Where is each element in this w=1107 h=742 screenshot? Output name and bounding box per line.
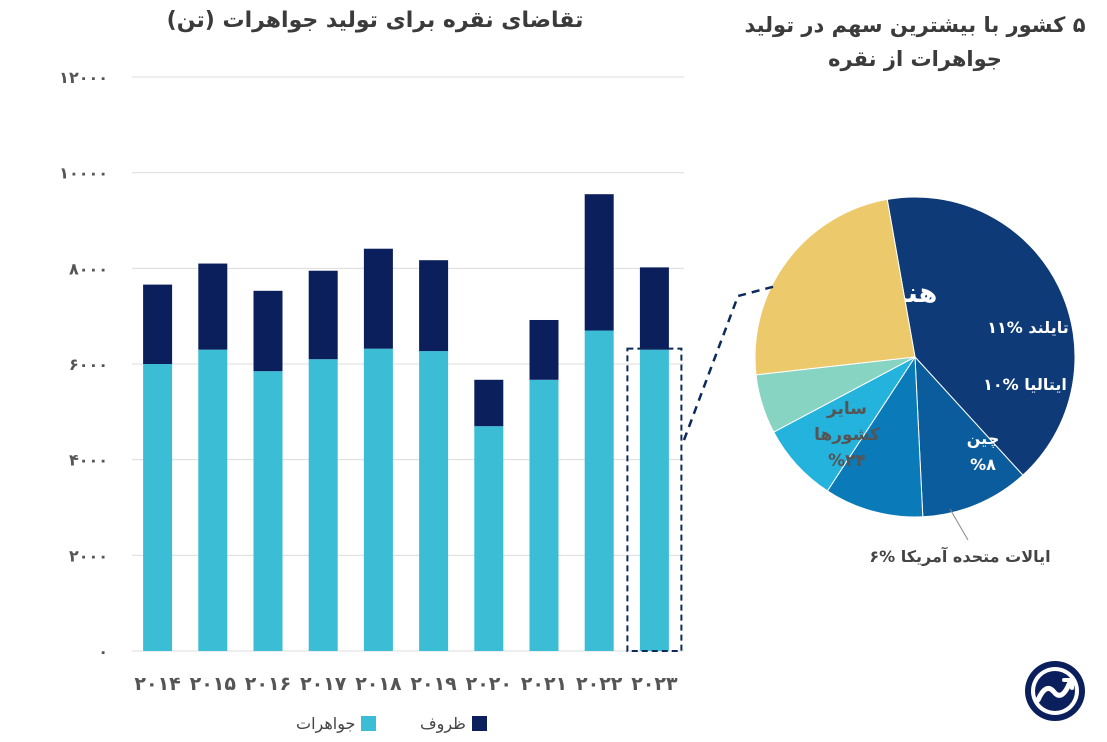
y-tick-label: ۲۰۰۰ bbox=[69, 546, 108, 565]
pie-label: %۸ bbox=[970, 455, 996, 474]
brand-logo-icon bbox=[1025, 661, 1085, 721]
bar-jewelry bbox=[529, 379, 559, 651]
legend-item-silverware[interactable]: ظروف bbox=[420, 714, 487, 733]
bar-silverware bbox=[198, 263, 228, 350]
bar-silverware bbox=[474, 379, 504, 427]
y-tick-label: ۱۲۰۰۰ bbox=[59, 68, 108, 87]
pie-slice bbox=[754, 198, 916, 376]
y-tick-label: ۰ bbox=[98, 642, 108, 661]
bar-silverware bbox=[363, 248, 393, 349]
bar-silverware bbox=[529, 319, 559, 380]
x-tick-label: ۲۰۱۷ bbox=[300, 673, 347, 695]
x-tick-label: ۲۰۲۳ bbox=[631, 673, 678, 695]
y-tick-label: ۴۰۰۰ bbox=[69, 451, 108, 470]
pie-label: کشورها bbox=[814, 425, 880, 445]
x-tick-label: ۲۰۱۴ bbox=[134, 673, 180, 695]
x-tick-label: ۲۰۱۸ bbox=[355, 673, 402, 695]
legend-item-jewelry[interactable]: جواهرات bbox=[296, 714, 377, 733]
bar-jewelry bbox=[143, 364, 173, 651]
pie-chart-title: ۵ کشور با بیشترین سهم در تولید جواهرات ا… bbox=[740, 8, 1090, 76]
legend-swatch-jewelry bbox=[361, 716, 377, 731]
bar-jewelry bbox=[474, 426, 504, 651]
pie-title-line-1: ۵ کشور با بیشترین سهم در تولید bbox=[744, 13, 1086, 37]
y-tick-label: ۶۰۰۰ bbox=[69, 355, 108, 374]
pie-label: ایالات متحده آمریکا %۶ bbox=[869, 546, 1050, 566]
pie-slice bbox=[914, 355, 1024, 518]
pie-label: %۲۴ bbox=[828, 451, 866, 471]
bar-silverware bbox=[419, 260, 449, 352]
bar-jewelry bbox=[584, 330, 614, 651]
bar-jewelry bbox=[363, 348, 393, 651]
bar-jewelry bbox=[198, 349, 228, 651]
bar-jewelry bbox=[419, 351, 449, 651]
bar-jewelry bbox=[308, 359, 338, 651]
pie-label: چین bbox=[967, 429, 999, 449]
x-tick-label: ۲۰۱۶ bbox=[245, 673, 291, 695]
pie-slice bbox=[826, 355, 924, 518]
x-tick-label: ۲۰۱۵ bbox=[190, 673, 237, 695]
pie-leader-line bbox=[949, 508, 969, 541]
bar-chart: ۰ ۲۰۰۰ ۴۰۰۰ ۶۰۰۰ ۸۰۰۰ ۱۰۰۰۰ ۱۲۰۰۰ ۲۰۱۴ ۲۰۱۵ ۲۰۱۶ ۲… bbox=[59, 68, 684, 695]
pie-slice bbox=[886, 196, 1076, 476]
x-tick-label: ۲۰۱۹ bbox=[410, 673, 457, 695]
bar-silverware bbox=[143, 284, 173, 364]
legend-label-jewelry: جواهرات bbox=[296, 714, 356, 733]
x-tick-label: ۲۰۲۲ bbox=[576, 673, 623, 695]
bar-silverware bbox=[253, 290, 283, 372]
pie-label: تایلند %۱۱ bbox=[987, 318, 1068, 337]
bar-silverware bbox=[584, 194, 614, 331]
bar-silverware bbox=[639, 267, 669, 350]
highlight-box bbox=[626, 347, 683, 652]
y-tick-label: ۸۰۰۰ bbox=[69, 259, 108, 278]
legend-swatch-silverware bbox=[471, 716, 487, 731]
pie-label: ایتالیا %۱۰ bbox=[983, 375, 1067, 394]
pie-label: سایر bbox=[826, 399, 867, 419]
x-tick-label: ۲۰۲۱ bbox=[521, 673, 567, 695]
x-tick-label: ۲۰۲۰ bbox=[466, 673, 512, 695]
y-tick-label: ۱۰۰۰۰ bbox=[59, 164, 108, 183]
bar-jewelry bbox=[253, 371, 283, 651]
bar-chart-title: تقاضای نقره برای تولید جواهرات (تن) bbox=[166, 8, 584, 33]
bar-silverware bbox=[308, 270, 338, 360]
legend-label-silverware: ظروف bbox=[420, 714, 466, 733]
pie-title-line-2: جواهرات از نقره bbox=[828, 47, 1002, 71]
bar-jewelry bbox=[639, 349, 669, 651]
